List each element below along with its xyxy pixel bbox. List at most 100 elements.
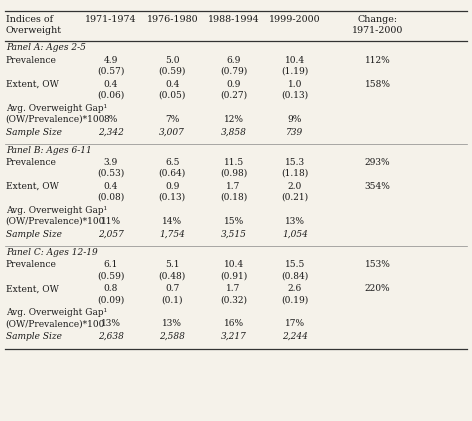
Text: 1971-2000: 1971-2000 bbox=[352, 26, 403, 35]
Text: (1.18): (1.18) bbox=[281, 169, 309, 178]
Text: 354%: 354% bbox=[365, 182, 390, 191]
Text: (0.57): (0.57) bbox=[97, 67, 125, 75]
Text: 2,588: 2,588 bbox=[160, 332, 185, 341]
Text: 0.9: 0.9 bbox=[227, 80, 241, 88]
Text: Avg. Overweight Gap¹: Avg. Overweight Gap¹ bbox=[6, 206, 107, 215]
Text: 2.6: 2.6 bbox=[288, 284, 302, 293]
Text: 0.8: 0.8 bbox=[104, 284, 118, 293]
Text: 13%: 13% bbox=[162, 319, 182, 328]
Text: 3,007: 3,007 bbox=[160, 128, 185, 136]
Text: 1.0: 1.0 bbox=[288, 80, 302, 88]
Text: 0.9: 0.9 bbox=[165, 182, 179, 191]
Text: 10.4: 10.4 bbox=[224, 260, 244, 269]
Text: (0.32): (0.32) bbox=[220, 295, 247, 304]
Text: 5.0: 5.0 bbox=[165, 56, 179, 64]
Text: 6.9: 6.9 bbox=[227, 56, 241, 64]
Text: 4.9: 4.9 bbox=[104, 56, 118, 64]
Text: Sample Size: Sample Size bbox=[6, 332, 62, 341]
Text: 2,057: 2,057 bbox=[98, 230, 124, 239]
Text: 1.7: 1.7 bbox=[227, 284, 241, 293]
Text: 0.4: 0.4 bbox=[104, 182, 118, 191]
Text: (0.59): (0.59) bbox=[159, 67, 186, 75]
Text: (0.53): (0.53) bbox=[97, 169, 125, 178]
Text: 15.5: 15.5 bbox=[285, 260, 305, 269]
Text: 2,638: 2,638 bbox=[98, 332, 124, 341]
Text: (0.27): (0.27) bbox=[220, 91, 247, 99]
Text: (0.19): (0.19) bbox=[281, 295, 309, 304]
Text: 1,054: 1,054 bbox=[282, 230, 308, 239]
Text: 158%: 158% bbox=[364, 80, 391, 88]
Text: (0.84): (0.84) bbox=[281, 271, 309, 280]
Text: (0.59): (0.59) bbox=[97, 271, 125, 280]
Text: 1999-2000: 1999-2000 bbox=[269, 15, 321, 24]
Text: 2.0: 2.0 bbox=[288, 182, 302, 191]
Text: (0.08): (0.08) bbox=[97, 193, 125, 202]
Text: 0.4: 0.4 bbox=[165, 80, 179, 88]
Text: 739: 739 bbox=[287, 128, 303, 136]
Text: 3,858: 3,858 bbox=[221, 128, 246, 136]
Text: Prevalence: Prevalence bbox=[6, 158, 57, 167]
Text: Overweight: Overweight bbox=[6, 26, 62, 35]
Text: 5.1: 5.1 bbox=[165, 260, 179, 269]
Text: Prevalence: Prevalence bbox=[6, 260, 57, 269]
Text: Avg. Overweight Gap¹: Avg. Overweight Gap¹ bbox=[6, 308, 107, 317]
Text: (0.91): (0.91) bbox=[220, 271, 247, 280]
Text: (0.13): (0.13) bbox=[159, 193, 186, 202]
Text: 112%: 112% bbox=[365, 56, 390, 64]
Text: (0.05): (0.05) bbox=[159, 91, 186, 99]
Text: Panel A: Ages 2-5: Panel A: Ages 2-5 bbox=[6, 43, 85, 52]
Text: Extent, OW: Extent, OW bbox=[6, 80, 59, 88]
Text: (0.1): (0.1) bbox=[161, 295, 183, 304]
Text: 14%: 14% bbox=[162, 217, 182, 226]
Text: 7%: 7% bbox=[165, 115, 179, 123]
Text: (0.06): (0.06) bbox=[97, 91, 125, 99]
Text: 8%: 8% bbox=[104, 115, 118, 123]
Text: Indices of: Indices of bbox=[6, 15, 53, 24]
Text: 12%: 12% bbox=[224, 115, 244, 123]
Text: (OW/Prevalence)*100: (OW/Prevalence)*100 bbox=[6, 115, 105, 123]
Text: 0.4: 0.4 bbox=[104, 80, 118, 88]
Text: 15.3: 15.3 bbox=[285, 158, 305, 167]
Text: 220%: 220% bbox=[365, 284, 390, 293]
Text: (0.21): (0.21) bbox=[281, 193, 309, 202]
Text: 6.1: 6.1 bbox=[104, 260, 118, 269]
Text: 2,244: 2,244 bbox=[282, 332, 308, 341]
Text: (OW/Prevalence)*100: (OW/Prevalence)*100 bbox=[6, 319, 105, 328]
Text: 293%: 293% bbox=[365, 158, 390, 167]
Text: 6.5: 6.5 bbox=[165, 158, 179, 167]
Text: 13%: 13% bbox=[101, 319, 121, 328]
Text: (0.98): (0.98) bbox=[220, 169, 247, 178]
Text: Extent, OW: Extent, OW bbox=[6, 284, 59, 293]
Text: 15%: 15% bbox=[224, 217, 244, 226]
Text: (0.79): (0.79) bbox=[220, 67, 247, 75]
Text: (0.13): (0.13) bbox=[281, 91, 309, 99]
Text: (0.64): (0.64) bbox=[159, 169, 186, 178]
Text: Sample Size: Sample Size bbox=[6, 230, 62, 239]
Text: 3.9: 3.9 bbox=[104, 158, 118, 167]
Text: 153%: 153% bbox=[365, 260, 390, 269]
Text: Extent, OW: Extent, OW bbox=[6, 182, 59, 191]
Text: 3,217: 3,217 bbox=[221, 332, 246, 341]
Text: Panel C: Ages 12-19: Panel C: Ages 12-19 bbox=[6, 248, 97, 257]
Text: (0.48): (0.48) bbox=[159, 271, 186, 280]
Text: 1.7: 1.7 bbox=[227, 182, 241, 191]
Text: (OW/Prevalence)*100: (OW/Prevalence)*100 bbox=[6, 217, 105, 226]
Text: 1976-1980: 1976-1980 bbox=[146, 15, 198, 24]
Text: 17%: 17% bbox=[285, 319, 305, 328]
Text: 11%: 11% bbox=[101, 217, 121, 226]
Text: 2,342: 2,342 bbox=[98, 128, 124, 136]
Text: 1971-1974: 1971-1974 bbox=[85, 15, 137, 24]
Text: Change:: Change: bbox=[357, 15, 398, 24]
Text: 1,754: 1,754 bbox=[160, 230, 185, 239]
Text: (0.18): (0.18) bbox=[220, 193, 247, 202]
Text: 16%: 16% bbox=[224, 319, 244, 328]
Text: Panel B: Ages 6-11: Panel B: Ages 6-11 bbox=[6, 146, 92, 155]
Text: Prevalence: Prevalence bbox=[6, 56, 57, 64]
Text: (0.09): (0.09) bbox=[97, 295, 125, 304]
Text: 3,515: 3,515 bbox=[221, 230, 246, 239]
Text: 0.7: 0.7 bbox=[165, 284, 179, 293]
Text: 11.5: 11.5 bbox=[224, 158, 244, 167]
Text: 1988-1994: 1988-1994 bbox=[208, 15, 260, 24]
Text: 13%: 13% bbox=[285, 217, 305, 226]
Text: Avg. Overweight Gap¹: Avg. Overweight Gap¹ bbox=[6, 104, 107, 112]
